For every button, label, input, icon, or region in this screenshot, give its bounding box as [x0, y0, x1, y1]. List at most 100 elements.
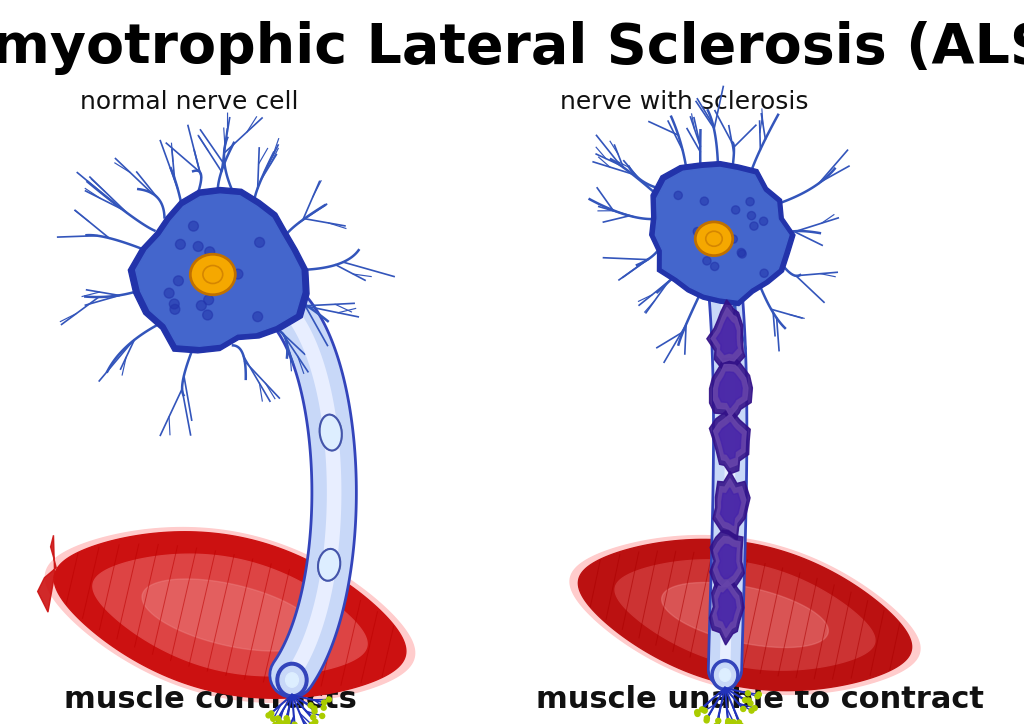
Polygon shape — [713, 471, 750, 540]
Ellipse shape — [720, 669, 730, 681]
Circle shape — [740, 707, 745, 712]
Circle shape — [705, 715, 710, 720]
Circle shape — [700, 236, 709, 244]
Circle shape — [748, 701, 753, 706]
Polygon shape — [714, 536, 741, 586]
Circle shape — [700, 197, 709, 206]
Circle shape — [197, 300, 206, 311]
Circle shape — [750, 222, 758, 230]
Text: normal nerve cell: normal nerve cell — [80, 90, 299, 114]
Circle shape — [233, 269, 243, 279]
Ellipse shape — [319, 415, 342, 450]
Circle shape — [203, 310, 213, 320]
Polygon shape — [710, 408, 751, 474]
Ellipse shape — [280, 666, 304, 694]
Polygon shape — [717, 317, 737, 355]
Polygon shape — [716, 479, 745, 534]
Circle shape — [753, 706, 757, 710]
Circle shape — [694, 710, 699, 715]
Polygon shape — [714, 414, 746, 467]
Polygon shape — [707, 300, 744, 368]
Polygon shape — [615, 560, 874, 670]
Circle shape — [726, 718, 731, 723]
Ellipse shape — [286, 673, 298, 687]
Text: nerve with sclerosis: nerve with sclerosis — [560, 90, 809, 114]
Circle shape — [209, 282, 219, 292]
Circle shape — [674, 191, 682, 200]
Polygon shape — [135, 194, 302, 346]
Ellipse shape — [695, 222, 733, 256]
Circle shape — [173, 276, 183, 286]
Ellipse shape — [276, 662, 308, 698]
Circle shape — [268, 711, 273, 716]
Circle shape — [738, 723, 743, 724]
Polygon shape — [720, 488, 740, 526]
Circle shape — [736, 720, 741, 724]
Ellipse shape — [318, 549, 340, 581]
Circle shape — [292, 722, 297, 724]
Circle shape — [205, 247, 215, 257]
Circle shape — [748, 211, 756, 220]
Text: muscle contracts: muscle contracts — [63, 686, 356, 715]
Circle shape — [760, 217, 768, 225]
Circle shape — [327, 697, 332, 702]
Circle shape — [726, 721, 730, 724]
Polygon shape — [718, 544, 737, 578]
Polygon shape — [710, 574, 743, 645]
Circle shape — [255, 237, 264, 248]
Ellipse shape — [711, 660, 739, 691]
Circle shape — [266, 713, 271, 718]
Ellipse shape — [318, 549, 340, 581]
Ellipse shape — [319, 415, 342, 450]
Polygon shape — [93, 554, 368, 675]
Polygon shape — [54, 531, 406, 698]
Circle shape — [757, 692, 762, 697]
Circle shape — [731, 206, 739, 214]
Circle shape — [693, 227, 701, 236]
Polygon shape — [710, 530, 744, 593]
Circle shape — [253, 312, 262, 321]
Polygon shape — [655, 167, 788, 300]
Circle shape — [275, 716, 281, 721]
Ellipse shape — [715, 663, 735, 687]
Polygon shape — [719, 423, 741, 459]
Ellipse shape — [319, 415, 342, 450]
Circle shape — [702, 708, 708, 713]
Circle shape — [282, 721, 287, 724]
Circle shape — [745, 691, 751, 696]
Circle shape — [716, 718, 721, 723]
Text: Amyotrophic Lateral Sclerosis (ALS): Amyotrophic Lateral Sclerosis (ALS) — [0, 21, 1024, 75]
Circle shape — [695, 712, 700, 717]
Circle shape — [699, 707, 705, 712]
Polygon shape — [142, 579, 318, 651]
Polygon shape — [570, 536, 920, 694]
Circle shape — [738, 250, 746, 258]
Polygon shape — [719, 372, 742, 408]
Circle shape — [760, 269, 768, 277]
Circle shape — [746, 698, 752, 703]
Circle shape — [749, 708, 754, 713]
Ellipse shape — [190, 254, 236, 295]
Circle shape — [164, 288, 174, 298]
Ellipse shape — [319, 415, 342, 450]
Circle shape — [169, 299, 179, 309]
Polygon shape — [714, 365, 748, 416]
Circle shape — [310, 715, 315, 720]
Circle shape — [278, 720, 283, 724]
Circle shape — [702, 257, 711, 265]
Circle shape — [284, 716, 289, 720]
Circle shape — [319, 713, 325, 718]
Text: muscle unable to contract: muscle unable to contract — [536, 686, 984, 715]
Ellipse shape — [318, 549, 340, 581]
Circle shape — [742, 697, 748, 702]
Circle shape — [705, 718, 709, 723]
Circle shape — [188, 221, 199, 231]
Circle shape — [204, 295, 214, 305]
Circle shape — [309, 722, 314, 724]
Polygon shape — [710, 358, 753, 424]
Circle shape — [755, 694, 760, 699]
Circle shape — [737, 248, 745, 257]
Circle shape — [745, 198, 755, 206]
Circle shape — [322, 705, 327, 710]
Circle shape — [711, 262, 719, 271]
